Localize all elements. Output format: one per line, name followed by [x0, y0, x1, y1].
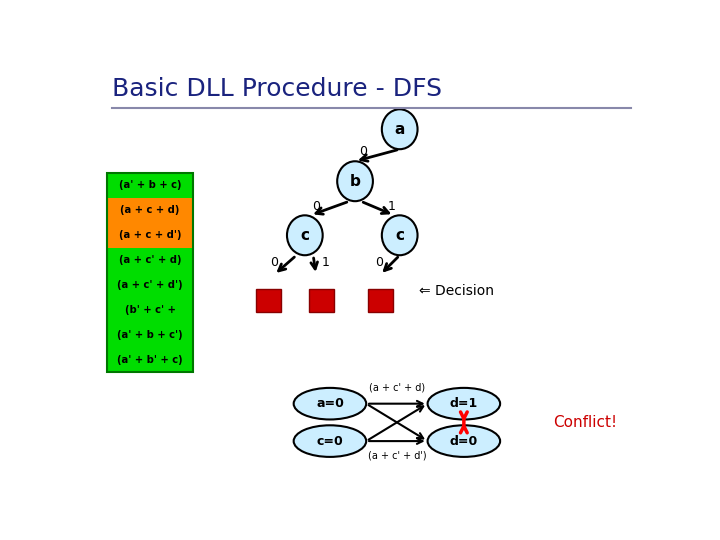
Ellipse shape [382, 215, 418, 255]
Text: (a' + b' + c): (a' + b' + c) [117, 355, 183, 365]
Ellipse shape [428, 426, 500, 457]
Ellipse shape [428, 388, 500, 420]
Text: (a + c + d): (a + c + d) [120, 205, 180, 215]
Ellipse shape [294, 426, 366, 457]
FancyBboxPatch shape [107, 198, 193, 223]
FancyBboxPatch shape [107, 173, 193, 198]
Text: 0: 0 [312, 200, 320, 213]
Text: Basic DLL Procedure - DFS: Basic DLL Procedure - DFS [112, 77, 442, 102]
Text: 0: 0 [375, 256, 383, 269]
FancyBboxPatch shape [107, 223, 193, 248]
Bar [256, 289, 281, 312]
Text: c: c [395, 228, 404, 243]
Text: (a + c' + d'): (a + c' + d') [117, 280, 183, 290]
Text: a=0: a=0 [316, 397, 344, 410]
Text: (b' + c' +: (b' + c' + [125, 305, 176, 315]
Ellipse shape [337, 161, 373, 201]
Text: c=0: c=0 [317, 435, 343, 448]
Text: (a + c' + d): (a + c' + d) [119, 255, 181, 265]
Text: 1: 1 [322, 256, 330, 269]
Ellipse shape [382, 109, 418, 149]
Text: d=1: d=1 [450, 397, 478, 410]
Text: (a' + b + c'): (a' + b + c') [117, 330, 183, 340]
Text: d=0: d=0 [450, 435, 478, 448]
Ellipse shape [294, 388, 366, 420]
FancyBboxPatch shape [107, 322, 193, 348]
Text: (a' + b + c): (a' + b + c) [119, 180, 181, 191]
Text: Conflict!: Conflict! [553, 415, 617, 430]
Text: 0: 0 [270, 256, 278, 269]
FancyBboxPatch shape [107, 298, 193, 322]
Text: ⇐ Decision: ⇐ Decision [419, 285, 494, 299]
FancyBboxPatch shape [107, 248, 193, 273]
Bar [368, 289, 392, 312]
Text: a: a [395, 122, 405, 137]
Text: 1: 1 [387, 200, 395, 213]
Text: (a + c' + d'): (a + c' + d') [368, 450, 426, 460]
FancyBboxPatch shape [107, 273, 193, 298]
Text: 0: 0 [359, 145, 367, 158]
Bar [309, 289, 334, 312]
Ellipse shape [287, 215, 323, 255]
Text: (a + c' + d): (a + c' + d) [369, 382, 425, 392]
FancyBboxPatch shape [107, 348, 193, 373]
Text: (a + c + d'): (a + c + d') [119, 230, 181, 240]
Text: b: b [350, 174, 361, 188]
Text: c: c [300, 228, 310, 243]
